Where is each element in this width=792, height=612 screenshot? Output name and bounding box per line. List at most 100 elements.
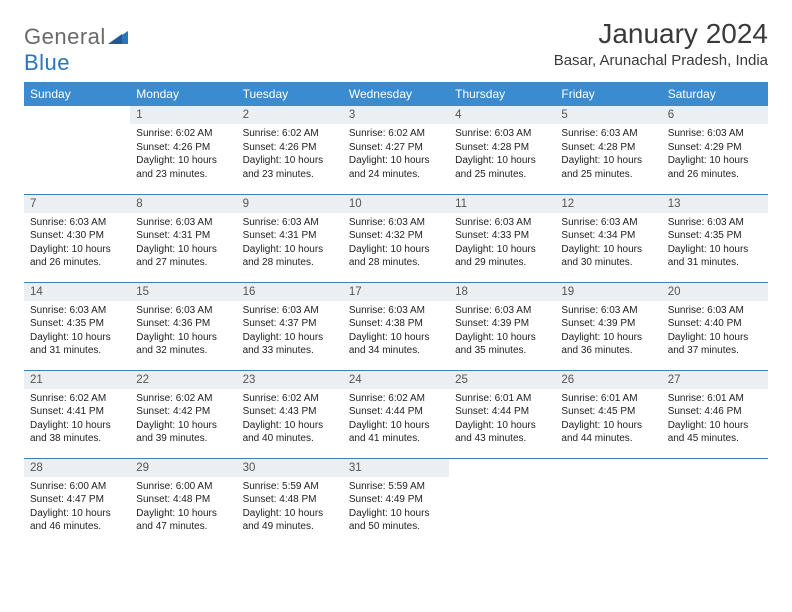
sunrise-line: Sunrise: 6:02 AM	[349, 127, 443, 141]
day-number: 27	[662, 371, 768, 389]
daylight-line: Daylight: 10 hours and 24 minutes.	[349, 154, 443, 181]
sunset-line: Sunset: 4:35 PM	[30, 317, 124, 331]
day-number: 19	[555, 283, 661, 301]
daylight-line: Daylight: 10 hours and 49 minutes.	[243, 507, 337, 534]
daylight-line: Daylight: 10 hours and 36 minutes.	[561, 331, 655, 358]
page-header: General Blue January 2024 Basar, Arunach…	[24, 18, 768, 76]
weekday-header: Sunday	[24, 82, 130, 106]
brand-name-b: Blue	[24, 50, 70, 75]
sunrise-line: Sunrise: 6:00 AM	[136, 480, 230, 494]
daylight-line: Daylight: 10 hours and 38 minutes.	[30, 419, 124, 446]
daylight-line: Daylight: 10 hours and 34 minutes.	[349, 331, 443, 358]
sunset-line: Sunset: 4:26 PM	[136, 141, 230, 155]
day-number: 23	[237, 371, 343, 389]
day-number: 10	[343, 195, 449, 213]
calendar-cell: 22Sunrise: 6:02 AMSunset: 4:42 PMDayligh…	[130, 370, 236, 458]
day-details: Sunrise: 6:00 AMSunset: 4:47 PMDaylight:…	[24, 477, 130, 538]
daylight-line: Daylight: 10 hours and 31 minutes.	[668, 243, 762, 270]
calendar-cell: 20Sunrise: 6:03 AMSunset: 4:40 PMDayligh…	[662, 282, 768, 370]
sunset-line: Sunset: 4:38 PM	[349, 317, 443, 331]
day-number: 14	[24, 283, 130, 301]
calendar-table: SundayMondayTuesdayWednesdayThursdayFrid…	[24, 82, 768, 546]
sunset-line: Sunset: 4:44 PM	[455, 405, 549, 419]
daylight-line: Daylight: 10 hours and 32 minutes.	[136, 331, 230, 358]
sunset-line: Sunset: 4:48 PM	[136, 493, 230, 507]
weekday-header: Friday	[555, 82, 661, 106]
sunrise-line: Sunrise: 5:59 AM	[349, 480, 443, 494]
calendar-cell: 21Sunrise: 6:02 AMSunset: 4:41 PMDayligh…	[24, 370, 130, 458]
sunrise-line: Sunrise: 6:03 AM	[136, 216, 230, 230]
calendar-cell: 8Sunrise: 6:03 AMSunset: 4:31 PMDaylight…	[130, 194, 236, 282]
day-details: Sunrise: 6:03 AMSunset: 4:37 PMDaylight:…	[237, 301, 343, 362]
sunset-line: Sunset: 4:45 PM	[561, 405, 655, 419]
weekday-header: Wednesday	[343, 82, 449, 106]
day-number: 2	[237, 106, 343, 124]
sunrise-line: Sunrise: 6:03 AM	[30, 216, 124, 230]
month-title: January 2024	[554, 18, 768, 50]
sunrise-line: Sunrise: 6:03 AM	[455, 216, 549, 230]
calendar-cell: 30Sunrise: 5:59 AMSunset: 4:48 PMDayligh…	[237, 458, 343, 546]
day-number: 17	[343, 283, 449, 301]
calendar-cell: 11Sunrise: 6:03 AMSunset: 4:33 PMDayligh…	[449, 194, 555, 282]
day-number: 1	[130, 106, 236, 124]
calendar-cell: 26Sunrise: 6:01 AMSunset: 4:45 PMDayligh…	[555, 370, 661, 458]
calendar-cell: 7Sunrise: 6:03 AMSunset: 4:30 PMDaylight…	[24, 194, 130, 282]
daylight-line: Daylight: 10 hours and 31 minutes.	[30, 331, 124, 358]
day-details: Sunrise: 6:02 AMSunset: 4:42 PMDaylight:…	[130, 389, 236, 450]
calendar-cell: 10Sunrise: 6:03 AMSunset: 4:32 PMDayligh…	[343, 194, 449, 282]
day-details: Sunrise: 6:03 AMSunset: 4:34 PMDaylight:…	[555, 213, 661, 274]
sunset-line: Sunset: 4:26 PM	[243, 141, 337, 155]
sunrise-line: Sunrise: 6:03 AM	[243, 216, 337, 230]
daylight-line: Daylight: 10 hours and 45 minutes.	[668, 419, 762, 446]
daylight-line: Daylight: 10 hours and 50 minutes.	[349, 507, 443, 534]
daylight-line: Daylight: 10 hours and 29 minutes.	[455, 243, 549, 270]
calendar-cell: 18Sunrise: 6:03 AMSunset: 4:39 PMDayligh…	[449, 282, 555, 370]
brand-logo: General Blue	[24, 24, 129, 76]
day-number: 5	[555, 106, 661, 124]
day-number: 29	[130, 459, 236, 477]
day-number: 31	[343, 459, 449, 477]
daylight-line: Daylight: 10 hours and 27 minutes.	[136, 243, 230, 270]
calendar-cell: 14Sunrise: 6:03 AMSunset: 4:35 PMDayligh…	[24, 282, 130, 370]
day-details: Sunrise: 6:03 AMSunset: 4:28 PMDaylight:…	[555, 124, 661, 185]
day-number: 21	[24, 371, 130, 389]
sunset-line: Sunset: 4:44 PM	[349, 405, 443, 419]
day-details: Sunrise: 6:01 AMSunset: 4:45 PMDaylight:…	[555, 389, 661, 450]
day-details: Sunrise: 6:03 AMSunset: 4:35 PMDaylight:…	[662, 213, 768, 274]
calendar-cell: 9Sunrise: 6:03 AMSunset: 4:31 PMDaylight…	[237, 194, 343, 282]
sunrise-line: Sunrise: 6:03 AM	[561, 127, 655, 141]
day-number: 24	[343, 371, 449, 389]
calendar-cell: 12Sunrise: 6:03 AMSunset: 4:34 PMDayligh…	[555, 194, 661, 282]
sunset-line: Sunset: 4:33 PM	[455, 229, 549, 243]
day-number: 3	[343, 106, 449, 124]
weekday-header: Monday	[130, 82, 236, 106]
day-details: Sunrise: 6:03 AMSunset: 4:32 PMDaylight:…	[343, 213, 449, 274]
location-subtitle: Basar, Arunachal Pradesh, India	[554, 52, 768, 69]
sunrise-line: Sunrise: 6:03 AM	[561, 216, 655, 230]
calendar-cell-empty	[24, 106, 130, 194]
daylight-line: Daylight: 10 hours and 44 minutes.	[561, 419, 655, 446]
sunset-line: Sunset: 4:46 PM	[668, 405, 762, 419]
day-details: Sunrise: 6:02 AMSunset: 4:43 PMDaylight:…	[237, 389, 343, 450]
day-details: Sunrise: 6:01 AMSunset: 4:44 PMDaylight:…	[449, 389, 555, 450]
day-number: 18	[449, 283, 555, 301]
calendar-cell: 16Sunrise: 6:03 AMSunset: 4:37 PMDayligh…	[237, 282, 343, 370]
sunrise-line: Sunrise: 6:03 AM	[668, 216, 762, 230]
calendar-header-row: SundayMondayTuesdayWednesdayThursdayFrid…	[24, 82, 768, 106]
sunset-line: Sunset: 4:29 PM	[668, 141, 762, 155]
day-number: 4	[449, 106, 555, 124]
sunset-line: Sunset: 4:39 PM	[561, 317, 655, 331]
sunrise-line: Sunrise: 5:59 AM	[243, 480, 337, 494]
sunrise-line: Sunrise: 6:02 AM	[136, 392, 230, 406]
calendar-cell: 6Sunrise: 6:03 AMSunset: 4:29 PMDaylight…	[662, 106, 768, 194]
sunrise-line: Sunrise: 6:03 AM	[136, 304, 230, 318]
day-number: 26	[555, 371, 661, 389]
day-details: Sunrise: 6:03 AMSunset: 4:33 PMDaylight:…	[449, 213, 555, 274]
calendar-cell: 5Sunrise: 6:03 AMSunset: 4:28 PMDaylight…	[555, 106, 661, 194]
day-details: Sunrise: 5:59 AMSunset: 4:49 PMDaylight:…	[343, 477, 449, 538]
daylight-line: Daylight: 10 hours and 41 minutes.	[349, 419, 443, 446]
day-number: 6	[662, 106, 768, 124]
day-details: Sunrise: 6:02 AMSunset: 4:27 PMDaylight:…	[343, 124, 449, 185]
daylight-line: Daylight: 10 hours and 26 minutes.	[668, 154, 762, 181]
calendar-cell-empty	[662, 458, 768, 546]
